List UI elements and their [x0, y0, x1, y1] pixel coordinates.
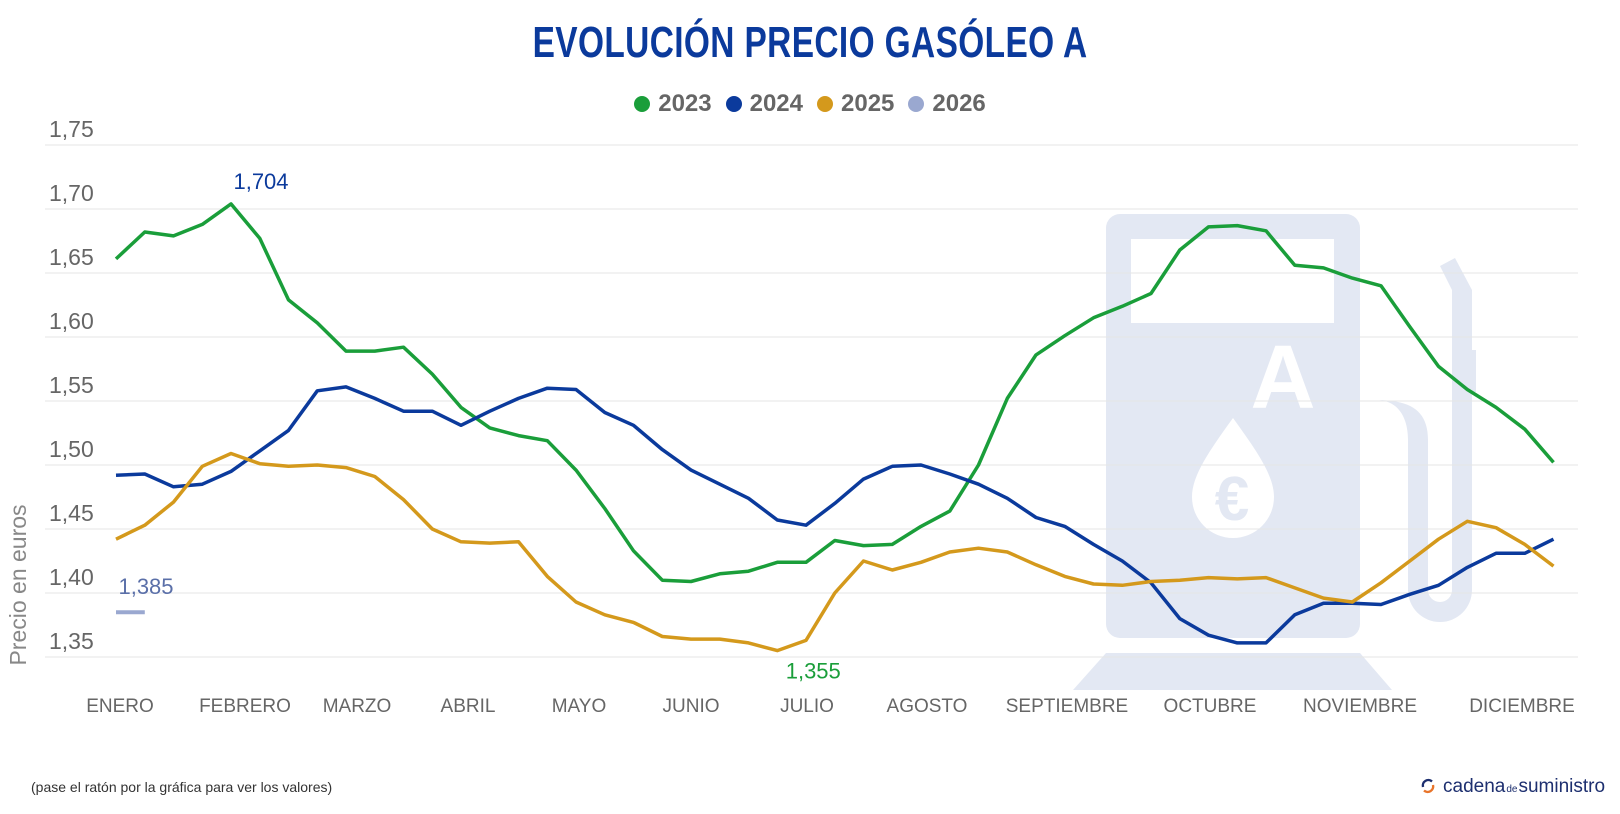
x-tick-label: DICIEMBRE	[1469, 696, 1575, 717]
legend-item-2025[interactable]: 2025	[817, 90, 894, 118]
x-tick-label: OCTUBRE	[1164, 696, 1257, 717]
logo-text-end: suministro	[1518, 776, 1606, 797]
x-tick-label: FEBRERO	[199, 696, 291, 717]
data-label: 1,355	[786, 659, 841, 684]
data-label: 1,385	[118, 574, 173, 599]
legend-label: 2024	[749, 90, 803, 117]
hover-hint: (pase el ratón por la gráfica para ver l…	[31, 779, 333, 795]
legend-dot-icon	[634, 96, 651, 112]
x-tick-label: JULIO	[780, 696, 834, 717]
fuel-pump-watermark-icon: A €	[1073, 214, 1476, 690]
x-tick-label: ENERO	[86, 696, 154, 717]
y-tick-label: 1,65	[49, 244, 94, 270]
svg-text:A: A	[1251, 328, 1316, 428]
legend-item-2023[interactable]: 2023	[634, 90, 712, 118]
series-line-2023[interactable]	[114, 202, 1555, 584]
y-tick-label: 1,75	[49, 116, 94, 142]
x-tick-label: SEPTIEMBRE	[1006, 696, 1128, 717]
legend-label: 2026	[932, 90, 986, 117]
y-tick-label: 1,40	[49, 564, 94, 590]
legend-dot-icon	[725, 96, 742, 112]
legend: 2023 2024 2025 2026	[0, 90, 1620, 118]
legend-label: 2025	[841, 90, 895, 117]
y-tick-label: 1,55	[49, 372, 94, 398]
legend-dot-icon	[817, 96, 833, 112]
y-tick-label: 1,70	[49, 180, 94, 206]
logo-text-small: de	[1506, 784, 1518, 795]
brand-logo: cadena de suministro	[1420, 776, 1605, 798]
series-line-2025[interactable]	[115, 451, 1555, 653]
x-tick-label: MAYO	[552, 696, 607, 717]
x-tick-label: MARZO	[323, 696, 392, 717]
legend-item-2024[interactable]: 2024	[725, 90, 803, 118]
data-label: 1,704	[233, 169, 288, 194]
y-tick-label: 1,50	[49, 436, 94, 462]
legend-item-2026[interactable]: 2026	[908, 90, 986, 118]
logo-text-main: cadena	[1443, 776, 1506, 797]
legend-label: 2023	[658, 90, 712, 117]
x-tick-label: ABRIL	[441, 696, 496, 717]
y-axis-title: Precio en euros	[5, 504, 31, 665]
chart-title: EVOLUCIÓN PRECIO GASÓLEO A	[0, 18, 1620, 68]
y-tick-label: 1,60	[49, 308, 94, 334]
x-tick-label: NOVIEMBRE	[1303, 696, 1417, 717]
y-tick-label: 1,35	[49, 628, 94, 654]
chart-title-text: EVOLUCIÓN PRECIO GASÓLEO A	[532, 18, 1088, 67]
y-tick-label: 1,45	[49, 500, 94, 526]
cycle-arrows-icon	[1420, 778, 1436, 794]
x-tick-label: JUNIO	[663, 696, 720, 717]
svg-text:€: €	[1215, 465, 1249, 534]
legend-dot-icon	[908, 96, 925, 112]
series-line-2024[interactable]	[115, 385, 1555, 645]
x-tick-label: AGOSTO	[887, 696, 968, 717]
